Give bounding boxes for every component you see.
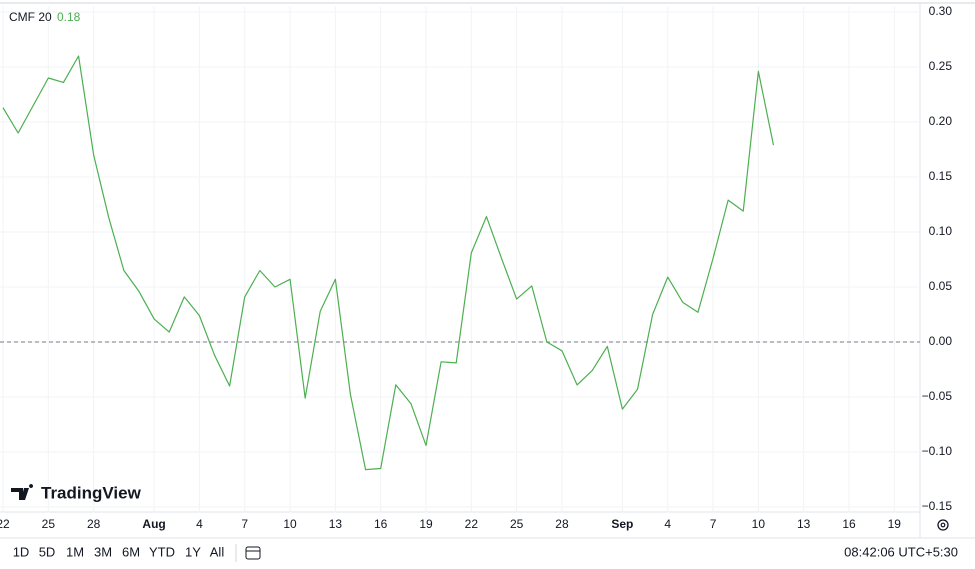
range-button[interactable]: 1Y [185, 544, 201, 559]
plot [0, 55, 920, 471]
x-tick-label: 13 [797, 517, 811, 531]
x-tick-label: Aug [142, 517, 165, 531]
x-tick-label: 10 [283, 517, 297, 531]
logo: TradingView [11, 483, 142, 502]
range-button[interactable]: 5D [39, 544, 56, 559]
calendar[interactable] [245, 546, 261, 560]
x-tick-label: 19 [888, 517, 902, 531]
clock: 08:42:06 UTC+5:30 [844, 544, 958, 559]
x-tick-label: 16 [374, 517, 388, 531]
y-tick-label: 0.25 [929, 59, 953, 73]
range-button[interactable]: 3M [94, 544, 112, 559]
cmf-line [2, 55, 775, 471]
x-tick-label: 25 [510, 517, 524, 531]
y-tick-label: 0.10 [929, 224, 953, 238]
y-tick-label: 0.00 [929, 334, 953, 348]
x-tick-label: 16 [842, 517, 856, 531]
y-tick-label: −0.05 [922, 389, 953, 403]
x-tick-label: 7 [241, 517, 248, 531]
x-tick-label: Sep [611, 517, 633, 531]
x-tick-label: 28 [87, 517, 101, 531]
x-tick-label: 4 [664, 517, 671, 531]
y-tick-label: −0.10 [922, 444, 953, 458]
x-tick-label: 22 [0, 517, 10, 531]
range-button[interactable]: YTD [149, 544, 175, 559]
date-range-icon[interactable] [235, 544, 261, 562]
legend-name: CMF 20 [9, 10, 52, 24]
x-tick-label: 22 [465, 517, 479, 531]
y-tick-label: −0.15 [922, 499, 953, 513]
settings-icon[interactable] [937, 519, 949, 531]
x-tick-label: 25 [42, 517, 56, 531]
range-button[interactable]: 6M [122, 544, 140, 559]
x-tick-label: 28 [555, 517, 569, 531]
x-tick-label: 7 [710, 517, 717, 531]
y-tick-label: 0.30 [929, 4, 953, 18]
range-button[interactable]: 1M [66, 544, 84, 559]
logo-text: TradingView [41, 483, 142, 502]
range-button[interactable]: All [210, 544, 225, 559]
legend-value: 0.18 [57, 10, 81, 24]
grid [0, 6, 920, 513]
toolbar: 1D 5D 1M 3M 6M YTD 1Y All [13, 544, 225, 559]
y-tick-label: 0.15 [929, 169, 953, 183]
y-tick-label: 0.20 [929, 114, 953, 128]
gear-center[interactable] [940, 522, 946, 528]
x-tick-label: 4 [196, 517, 203, 531]
x-tick-label: 19 [419, 517, 433, 531]
range-button[interactable]: 1D [13, 544, 30, 559]
logo-icon [11, 484, 34, 500]
y-tick-label: 0.05 [929, 279, 953, 293]
x-tick-label: 10 [752, 517, 766, 531]
gear[interactable] [937, 519, 949, 531]
x-tick-label: 13 [329, 517, 343, 531]
